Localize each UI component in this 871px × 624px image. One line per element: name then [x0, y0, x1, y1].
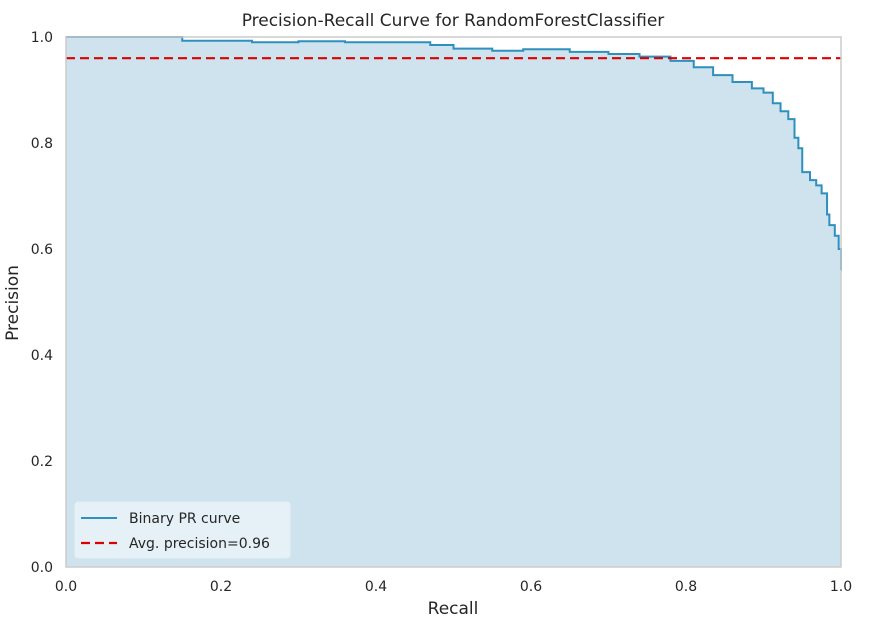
- pr-area-fill: [66, 37, 841, 567]
- legend-label-avg: Avg. precision=0.96: [129, 536, 270, 552]
- y-tick-label: 0.2: [31, 454, 53, 470]
- y-tick-label: 0.0: [31, 560, 53, 576]
- legend-label-curve: Binary PR curve: [129, 511, 240, 527]
- y-tick-label: 1.0: [31, 30, 53, 46]
- axis-ticks: 0.0 0.2 0.4 0.6 0.8 1.0 0.0 0.2 0.4 0.6 0.8 1.0: [31, 30, 852, 595]
- x-tick-label: 1.0: [830, 579, 852, 595]
- plot-frame: [65, 36, 842, 568]
- x-tick-label: 0.4: [365, 579, 387, 595]
- pr-curve-line: [66, 36, 842, 271]
- legend-box: [74, 501, 291, 559]
- x-tick-label: 0.2: [210, 579, 232, 595]
- legend: Binary PR curve Avg. precision=0.96: [74, 501, 291, 559]
- chart-title: Precision-Recall Curve for RandomForestC…: [242, 11, 665, 31]
- y-tick-label: 0.8: [31, 136, 53, 152]
- x-tick-label: 0.8: [675, 579, 697, 595]
- y-tick-label: 0.6: [31, 242, 53, 258]
- x-tick-label: 0.0: [55, 579, 77, 595]
- y-tick-label: 0.4: [31, 348, 53, 364]
- x-axis-label: Recall: [428, 599, 479, 619]
- y-axis-label: Precision: [3, 265, 23, 341]
- plot-area: [65, 36, 842, 568]
- x-tick-label: 0.6: [520, 579, 542, 595]
